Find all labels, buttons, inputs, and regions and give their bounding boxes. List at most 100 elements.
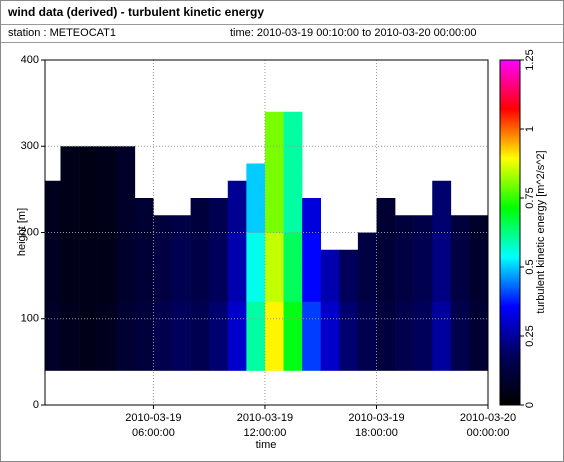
heat-cell xyxy=(134,318,154,337)
heat-cell xyxy=(116,318,136,337)
heat-cell xyxy=(264,180,284,199)
heat-cell xyxy=(172,318,191,337)
heat-cell xyxy=(209,215,229,233)
heat-cell xyxy=(357,301,377,320)
heat-cell xyxy=(190,301,210,320)
heat-cell xyxy=(264,267,284,285)
heat-cell xyxy=(209,267,229,285)
heat-cell xyxy=(97,215,117,233)
heat-cell xyxy=(376,198,396,216)
heat-cell xyxy=(116,198,136,216)
heat-cell xyxy=(432,267,452,285)
heat-cell xyxy=(97,146,117,164)
heat-cell xyxy=(227,318,247,337)
heat-cell xyxy=(357,353,377,371)
heat-cell xyxy=(283,301,303,320)
heat-cell xyxy=(302,232,322,251)
heat-cell xyxy=(395,353,414,371)
x-tick-label: 2010-03-19 12:00:00 xyxy=(237,412,293,439)
heat-cell xyxy=(413,215,433,233)
heat-cell xyxy=(339,267,359,285)
heat-cell xyxy=(376,215,396,233)
heat-cell xyxy=(45,267,61,285)
heat-cell xyxy=(190,232,210,251)
heat-cell xyxy=(79,336,98,354)
heat-cell xyxy=(116,163,136,182)
heat-cell xyxy=(339,353,359,371)
heat-cell xyxy=(227,232,247,251)
heat-cell xyxy=(79,198,98,216)
heat-cell xyxy=(79,353,98,371)
heat-cell xyxy=(264,284,284,302)
heat-cell xyxy=(413,336,433,354)
heat-cell xyxy=(357,284,377,302)
y-axis-label: height [m] xyxy=(16,208,28,256)
heat-cell xyxy=(153,249,173,268)
heat-cell xyxy=(60,267,80,285)
heat-cell xyxy=(283,111,303,130)
heat-cell xyxy=(376,301,396,320)
heat-cell xyxy=(357,232,377,251)
colorbar-tick-label: 0.75 xyxy=(524,187,536,208)
heat-cell xyxy=(79,318,98,337)
heat-cell xyxy=(172,284,191,302)
heat-cell xyxy=(395,284,414,302)
heat-cell xyxy=(153,215,173,233)
heat-cell xyxy=(469,267,488,285)
heat-cell xyxy=(227,180,247,199)
heat-cell xyxy=(320,318,340,337)
heat-cell xyxy=(320,284,340,302)
heat-cell xyxy=(227,301,247,320)
heat-cell xyxy=(264,301,284,320)
x-axis-label: time xyxy=(256,439,277,451)
heat-cell xyxy=(172,249,191,268)
heat-cell xyxy=(227,336,247,354)
heat-cell xyxy=(246,284,266,302)
heat-cell xyxy=(60,180,80,199)
heat-cell xyxy=(357,318,377,337)
heat-cell xyxy=(45,318,61,337)
heat-cell xyxy=(283,215,303,233)
heat-cell xyxy=(246,163,266,182)
heat-cell xyxy=(97,249,117,268)
heat-cell xyxy=(432,301,452,320)
heat-cell xyxy=(246,267,266,285)
heat-cell xyxy=(469,284,488,302)
heat-cell xyxy=(320,336,340,354)
heat-cell xyxy=(79,232,98,251)
heat-cell xyxy=(79,249,98,268)
heat-cell xyxy=(209,284,229,302)
heat-cell xyxy=(432,198,452,216)
heat-cell xyxy=(450,318,470,337)
x-tick-label: 2010-03-19 18:00:00 xyxy=(348,412,404,439)
heat-cell xyxy=(469,232,488,251)
heat-cell xyxy=(79,284,98,302)
heat-cell xyxy=(264,336,284,354)
heat-cell xyxy=(395,215,414,233)
heat-cell xyxy=(469,353,488,371)
heat-cell xyxy=(45,284,61,302)
heat-cell xyxy=(227,198,247,216)
heat-cell xyxy=(357,336,377,354)
heat-cell xyxy=(264,129,284,147)
heat-cell xyxy=(153,284,173,302)
heat-cell xyxy=(339,301,359,320)
heat-cell xyxy=(97,336,117,354)
heat-cell xyxy=(79,180,98,199)
heat-cell xyxy=(395,249,414,268)
heat-cell xyxy=(432,318,452,337)
heat-cell xyxy=(302,267,322,285)
heat-cell xyxy=(376,267,396,285)
heat-cell xyxy=(264,249,284,268)
heat-cell xyxy=(190,318,210,337)
heat-cell xyxy=(413,353,433,371)
heat-cell xyxy=(432,284,452,302)
heat-cell xyxy=(246,318,266,337)
heat-cell xyxy=(395,301,414,320)
heat-cell xyxy=(209,336,229,354)
colorbar-tick-label: 1 xyxy=(524,126,536,132)
heat-cell xyxy=(60,163,80,182)
heat-cell xyxy=(450,336,470,354)
heat-cell xyxy=(283,129,303,147)
